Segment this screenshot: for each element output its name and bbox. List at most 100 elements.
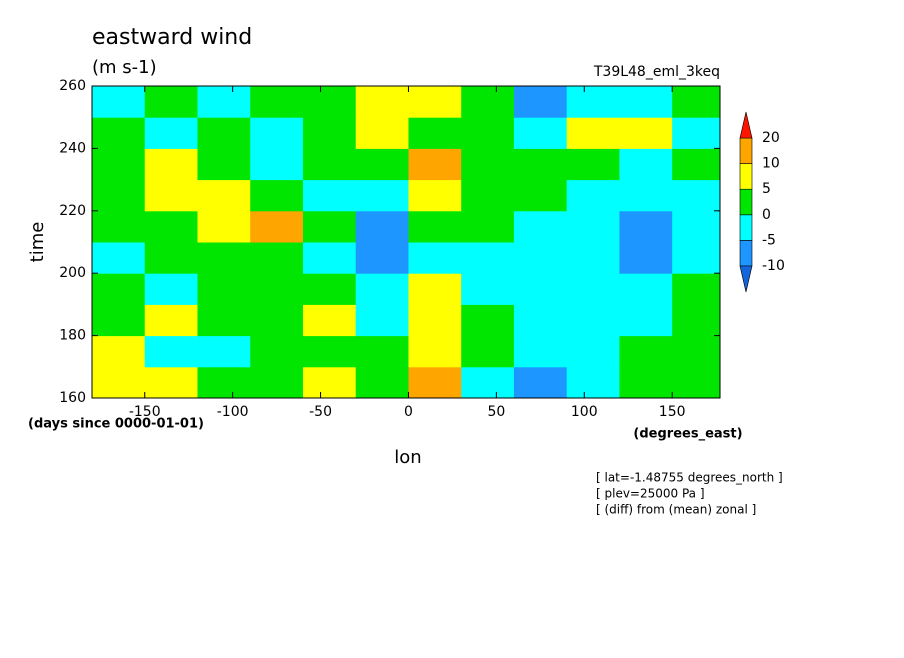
- y-units: (days since 0000-01-01): [28, 417, 204, 432]
- field-cell: [513, 304, 568, 337]
- x-units: (degrees_east): [633, 427, 742, 442]
- x-tick-label: 150: [659, 404, 686, 420]
- colorbar-label: 20: [762, 130, 780, 146]
- field-cell: [461, 335, 515, 368]
- y-tick-label: 180: [59, 328, 86, 344]
- field-cell: [513, 242, 568, 274]
- y-tick-label: 260: [59, 78, 86, 94]
- field-cell: [408, 179, 462, 212]
- x-tick-label: -150: [129, 404, 161, 420]
- field-cell: [197, 179, 251, 212]
- field-cell: [566, 179, 620, 212]
- field-cell: [92, 366, 146, 398]
- field-cell: [566, 148, 620, 181]
- y-tick-label: 200: [59, 265, 86, 281]
- x-tick-label: -50: [309, 404, 332, 420]
- field-cell: [566, 210, 620, 243]
- field-cell: [355, 86, 409, 118]
- field-cell: [355, 179, 409, 212]
- colorbar-label: 0: [762, 207, 771, 223]
- chart-title: eastward wind: [92, 25, 252, 50]
- y-tick-label: 220: [59, 203, 86, 219]
- field-cell: [513, 148, 568, 181]
- field-cell: [408, 210, 462, 243]
- field-cell: [566, 335, 620, 368]
- subtitle: (m s-1): [92, 57, 157, 78]
- field-cell: [144, 304, 198, 337]
- field-cell: [92, 210, 146, 243]
- colorbar-box: [739, 163, 753, 190]
- field-cell: [144, 148, 198, 181]
- field-cell: [250, 366, 304, 398]
- field-cell: [672, 273, 720, 305]
- field-cell: [92, 335, 146, 368]
- field-cell: [302, 304, 357, 337]
- field-cell: [408, 335, 462, 368]
- colorbar-arrow: [739, 265, 753, 293]
- x-tick-label: 100: [571, 404, 598, 420]
- field-cell: [672, 242, 720, 274]
- field-cell: [302, 117, 357, 149]
- colorbar-label: 10: [762, 156, 780, 172]
- field-cell: [461, 148, 515, 181]
- field-cell: [197, 117, 251, 149]
- field-cell: [302, 210, 357, 243]
- field-cell: [355, 117, 409, 149]
- field-cell: [619, 179, 673, 212]
- field-cell: [513, 86, 568, 118]
- field-cell: [197, 366, 251, 398]
- field-cell: [566, 86, 620, 118]
- field-cell: [513, 366, 568, 398]
- field-cell: [461, 86, 515, 118]
- field-cell: [355, 273, 409, 305]
- field-cell: [197, 148, 251, 181]
- field-cell: [302, 86, 357, 118]
- field-cell: [619, 148, 673, 181]
- field-cell: [92, 242, 146, 274]
- field-cell: [250, 86, 304, 118]
- field-cell: [250, 210, 304, 243]
- field-cell: [408, 86, 462, 118]
- field-cell: [619, 366, 673, 398]
- field-cell: [408, 304, 462, 337]
- field-cell: [513, 273, 568, 305]
- field-cell: [250, 335, 304, 368]
- colorbar-label: -5: [762, 232, 776, 248]
- field-cell: [355, 210, 409, 243]
- field-cell: [408, 366, 462, 398]
- field-cell: [302, 335, 357, 368]
- field-cell: [355, 242, 409, 274]
- field-cell: [619, 335, 673, 368]
- field-cell: [461, 304, 515, 337]
- field-cell: [408, 117, 462, 149]
- field-cell: [302, 273, 357, 305]
- field-cell: [250, 148, 304, 181]
- field-cell: [461, 179, 515, 212]
- field-cell: [513, 210, 568, 243]
- field-cell: [92, 86, 146, 118]
- field-cell: [566, 117, 620, 149]
- field-cell: [408, 242, 462, 274]
- field-cell: [355, 335, 409, 368]
- x-tick-label: 0: [404, 404, 413, 420]
- colorbar-label: -10: [762, 258, 785, 274]
- field-cell: [566, 304, 620, 337]
- field-cell: [408, 273, 462, 305]
- field-cell: [144, 242, 198, 274]
- annotation: [ lat=-1.48755 degrees_north ]: [596, 471, 783, 485]
- field-cell: [92, 273, 146, 305]
- field-cell: [197, 210, 251, 243]
- field-cell: [619, 242, 673, 274]
- colorbar-box: [739, 137, 753, 164]
- field-cell: [619, 273, 673, 305]
- field-cell: [461, 210, 515, 243]
- field-cell: [250, 242, 304, 274]
- field-cell: [92, 148, 146, 181]
- annotation: [ plev=25000 Pa ]: [596, 487, 705, 501]
- annotation: [ (diff) from (mean) zonal ]: [596, 503, 756, 517]
- field-cell: [461, 366, 515, 398]
- field-cell: [144, 179, 198, 212]
- field-cell: [513, 335, 568, 368]
- run-label: T39L48_eml_3keq: [593, 64, 720, 80]
